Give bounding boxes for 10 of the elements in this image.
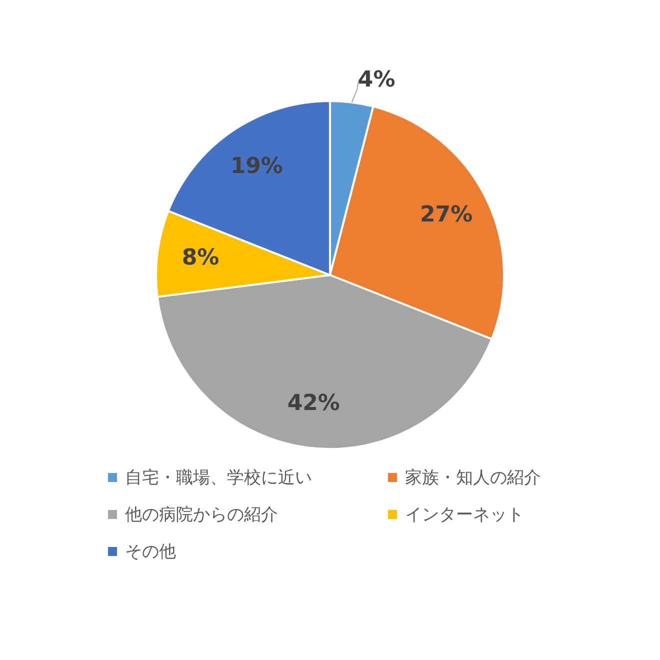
data-label: 4% (358, 67, 396, 92)
legend-label: 家族・知人の紹介 (405, 467, 541, 489)
data-label: 27% (420, 202, 473, 228)
data-label: 19% (230, 154, 283, 179)
legend-label: 自宅・職場、学校に近い (125, 467, 312, 489)
data-label: 8% (182, 245, 220, 270)
legend-label: 他の病院からの紹介 (125, 504, 278, 526)
data-label: 42% (287, 391, 340, 416)
legend-label: その他 (125, 541, 176, 563)
legend-label: インターネット (405, 504, 524, 526)
